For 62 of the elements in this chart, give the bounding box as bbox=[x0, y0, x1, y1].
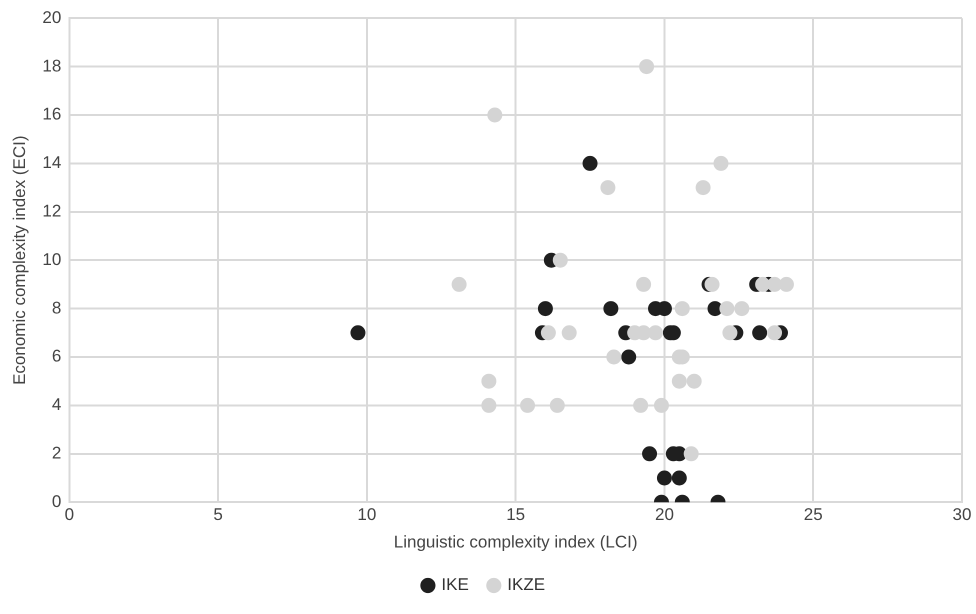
point bbox=[481, 374, 496, 389]
point bbox=[734, 301, 750, 316]
point bbox=[550, 398, 565, 413]
x-tick-label: 20 bbox=[654, 505, 674, 524]
x-axis-title: Linguistic complexity index (LCI) bbox=[394, 532, 638, 552]
legend-label: IKE bbox=[441, 575, 469, 594]
point bbox=[621, 350, 636, 364]
x-tick-label: 10 bbox=[357, 505, 376, 524]
y-tick-label: 18 bbox=[42, 56, 62, 76]
x-tick-label: 30 bbox=[952, 505, 972, 524]
point bbox=[648, 325, 664, 340]
y-tick-label: 4 bbox=[52, 395, 62, 414]
point bbox=[674, 301, 690, 316]
x-tick-label: 5 bbox=[213, 505, 223, 524]
point bbox=[672, 470, 687, 486]
x-tick-label: 15 bbox=[506, 505, 526, 524]
point bbox=[656, 470, 672, 486]
y-tick-label: 6 bbox=[52, 346, 62, 366]
point bbox=[642, 446, 658, 462]
point bbox=[562, 325, 577, 340]
point bbox=[487, 108, 502, 122]
point bbox=[350, 325, 366, 340]
x-tick-label: 25 bbox=[804, 505, 823, 524]
point bbox=[540, 325, 556, 340]
point bbox=[452, 276, 467, 292]
point bbox=[603, 301, 618, 316]
y-tick-label: 8 bbox=[52, 298, 62, 318]
point bbox=[606, 350, 622, 364]
point bbox=[696, 180, 711, 196]
point bbox=[684, 446, 699, 462]
point bbox=[654, 398, 669, 413]
point bbox=[520, 398, 536, 413]
y-tick-label: 10 bbox=[42, 250, 62, 269]
point bbox=[708, 301, 723, 316]
point bbox=[719, 301, 734, 316]
y-tick-label: 20 bbox=[42, 8, 62, 27]
y-tick-label: 16 bbox=[42, 104, 62, 124]
point bbox=[600, 180, 616, 196]
point bbox=[713, 156, 728, 171]
x-tick-label: 0 bbox=[64, 505, 74, 524]
point bbox=[552, 252, 568, 268]
y-tick-label: 2 bbox=[52, 443, 62, 462]
point bbox=[481, 398, 496, 413]
y-axis-title: Economic complexity index (ECI) bbox=[10, 135, 29, 385]
point bbox=[755, 276, 770, 292]
point bbox=[778, 276, 794, 292]
point bbox=[633, 398, 648, 413]
point bbox=[636, 276, 652, 292]
point bbox=[767, 276, 782, 292]
point bbox=[767, 325, 782, 340]
y-tick-label: 12 bbox=[42, 201, 62, 220]
point bbox=[704, 276, 720, 292]
y-tick-label: 0 bbox=[52, 492, 62, 511]
legend-label: IKZE bbox=[507, 575, 546, 594]
point bbox=[752, 325, 768, 340]
point bbox=[582, 156, 598, 171]
point bbox=[672, 374, 687, 389]
point bbox=[538, 301, 553, 316]
y-tick-label: 14 bbox=[42, 153, 62, 172]
point bbox=[722, 325, 738, 340]
point bbox=[686, 374, 702, 389]
point bbox=[639, 59, 654, 74]
